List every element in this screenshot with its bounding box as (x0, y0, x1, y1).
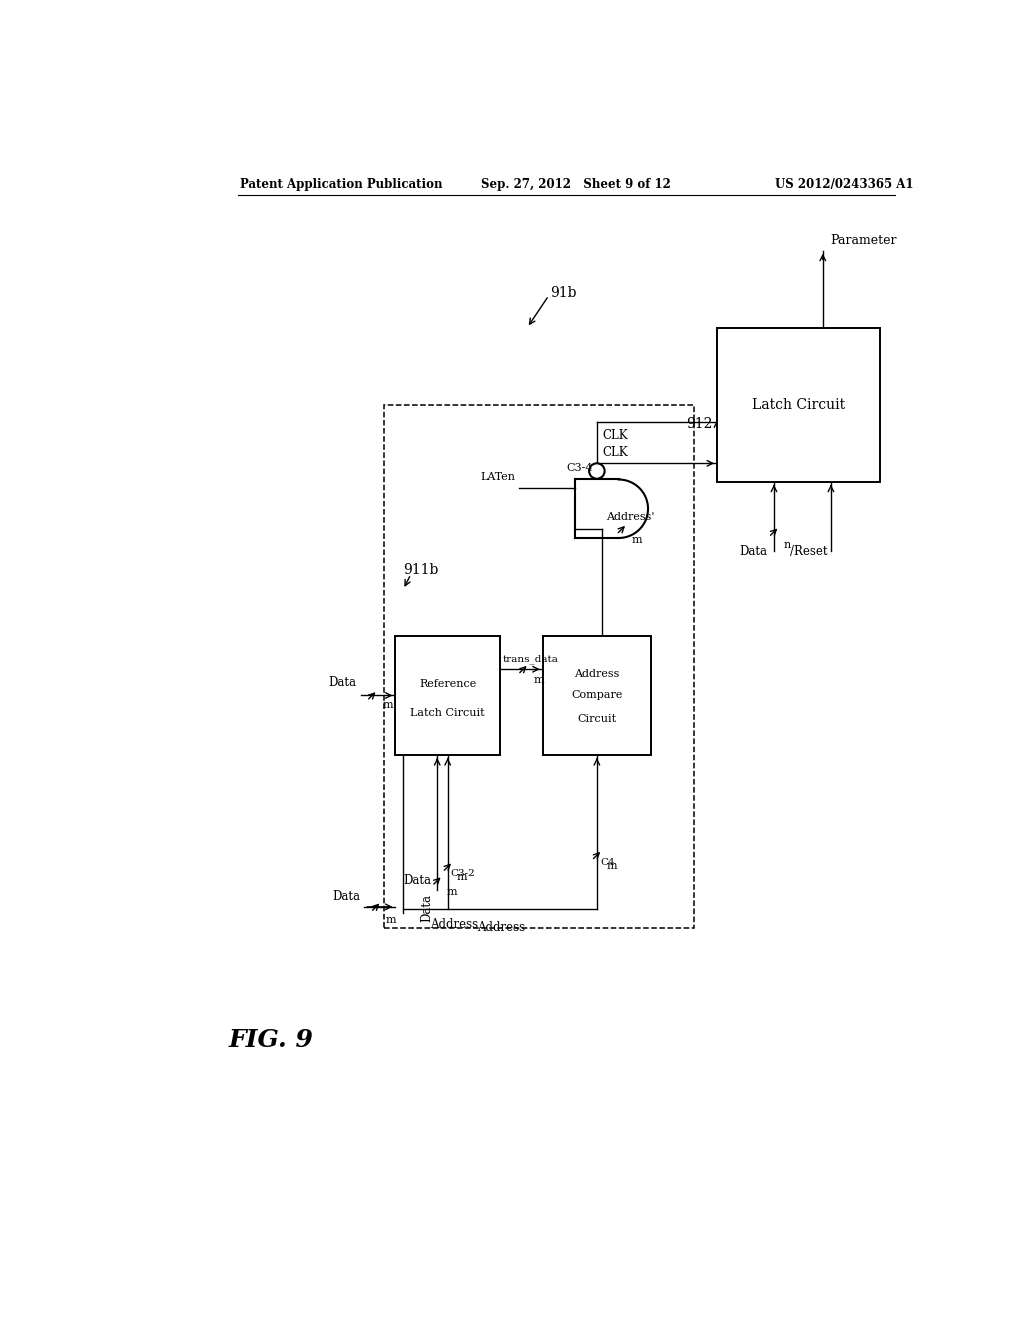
Text: m: m (534, 676, 544, 685)
Text: Compare: Compare (571, 690, 623, 701)
Text: CLK: CLK (602, 446, 628, 459)
Text: Address': Address' (606, 512, 654, 521)
Text: Latch Circuit: Latch Circuit (411, 709, 485, 718)
Text: Address: Address (430, 919, 478, 932)
Text: C4: C4 (600, 858, 614, 867)
Text: CLK: CLK (602, 429, 628, 442)
Text: Data: Data (739, 545, 768, 557)
Text: Latch Circuit: Latch Circuit (752, 397, 845, 412)
Text: m: m (457, 873, 468, 882)
Text: LATen: LATen (480, 473, 515, 482)
Text: FIG. 9: FIG. 9 (228, 1027, 313, 1052)
Bar (543, 636, 651, 755)
Text: Parameter: Parameter (830, 234, 897, 247)
Text: US 2012/0243365 A1: US 2012/0243365 A1 (775, 178, 913, 190)
Text: m: m (606, 862, 616, 871)
Text: Data: Data (329, 676, 356, 689)
Text: Data: Data (420, 894, 433, 921)
Text: m: m (385, 915, 396, 924)
Text: m: m (632, 536, 642, 545)
Text: 912: 912 (686, 417, 713, 432)
Text: /Reset: /Reset (790, 545, 827, 557)
Text: C3-4: C3-4 (566, 463, 593, 474)
Text: m: m (446, 887, 457, 896)
Text: m: m (382, 700, 393, 710)
Text: Data: Data (403, 874, 431, 887)
Text: Sep. 27, 2012   Sheet 9 of 12: Sep. 27, 2012 Sheet 9 of 12 (480, 178, 671, 190)
Text: Reference: Reference (419, 678, 476, 689)
Text: Circuit: Circuit (578, 714, 616, 725)
Bar (384, 405, 693, 928)
Text: Data: Data (333, 890, 360, 903)
Circle shape (589, 463, 604, 479)
Bar (395, 636, 500, 755)
Text: Patent Application Publication: Patent Application Publication (241, 178, 442, 190)
Text: 911b: 911b (403, 564, 438, 577)
Text: Address: Address (477, 921, 525, 933)
Text: n: n (783, 540, 791, 549)
Bar (717, 327, 880, 482)
Text: 91b: 91b (550, 286, 577, 300)
Text: Address: Address (574, 669, 620, 678)
Text: trans_data: trans_data (503, 655, 559, 664)
Text: C3-2: C3-2 (451, 870, 475, 878)
